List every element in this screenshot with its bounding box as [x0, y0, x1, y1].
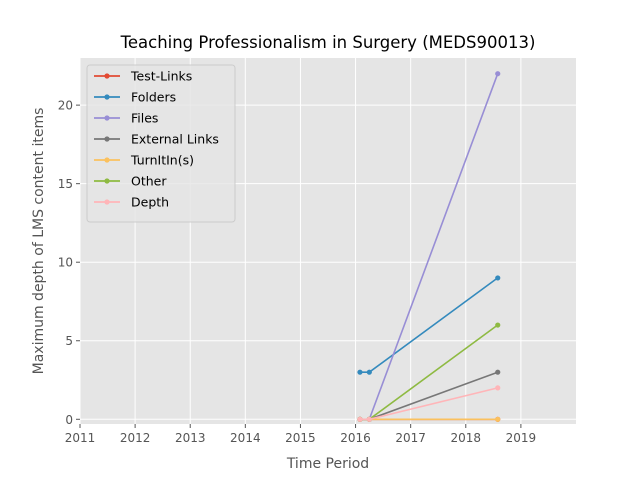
x-tick-label: 2017	[395, 431, 426, 445]
legend-label: Files	[131, 111, 158, 126]
legend-marker	[104, 136, 110, 142]
legend-item-external-links: External Links	[94, 132, 219, 147]
legend-item-depth: Depth	[94, 195, 169, 210]
data-point-folders	[357, 369, 363, 375]
legend-item-turnitin-s: TurnItIn(s)	[94, 153, 194, 168]
axis-ticks: 2011 2012 2013 2014 2015 2016 2017 2018 20190510…	[58, 99, 536, 445]
series-folders	[357, 275, 501, 375]
x-tick-label: 2016	[340, 431, 371, 445]
legend-marker	[104, 94, 110, 100]
data-point-folders	[495, 275, 501, 281]
data-point-files	[495, 71, 501, 77]
x-tick-label: 2015	[285, 431, 316, 445]
y-tick-label: 20	[58, 99, 73, 113]
y-tick-label: 15	[58, 177, 73, 191]
data-point-external-links	[495, 369, 501, 375]
legend-marker	[104, 73, 110, 79]
series-group	[357, 71, 501, 422]
x-tick-label: 2011	[65, 431, 96, 445]
legend-box	[86, 64, 236, 223]
x-tick-label: 2013	[175, 431, 206, 445]
x-tick-label: 2014	[230, 431, 261, 445]
legend-label: External Links	[131, 132, 219, 147]
legend-marker	[104, 178, 110, 184]
legend-label: Depth	[131, 195, 169, 210]
legend-marker	[104, 115, 110, 121]
y-tick-label: 10	[58, 256, 73, 270]
legend-marker	[104, 199, 110, 205]
legend-label: TurnItIn(s)	[130, 153, 194, 168]
x-tick-label: 2012	[120, 431, 151, 445]
data-point-turnitin-s	[495, 416, 501, 422]
series-depth	[357, 385, 501, 422]
legend-label: Other	[131, 174, 167, 189]
legend-item-files: Files	[94, 111, 158, 126]
x-tick-label: 2019	[506, 431, 537, 445]
data-point-depth	[357, 416, 363, 422]
legend-label: Folders	[131, 90, 176, 105]
y-tick-label: 5	[65, 334, 73, 348]
data-point-folders	[366, 369, 372, 375]
legend-item-test-links: Test-Links	[94, 69, 192, 84]
legend-label: Test-Links	[130, 69, 192, 84]
data-point-depth	[495, 385, 501, 391]
legend-marker	[104, 157, 110, 163]
y-axis-label: Maximum depth of LMS content items	[31, 108, 47, 375]
legend: Test-Links Folders Files External Links Turn…	[86, 64, 236, 223]
legend-item-folders: Folders	[94, 90, 176, 105]
y-tick-label: 0	[65, 413, 73, 427]
legend-item-other: Other	[94, 174, 167, 189]
data-point-depth	[366, 416, 372, 422]
x-tick-label: 2018	[451, 431, 482, 445]
data-point-other	[495, 322, 501, 328]
x-axis-label: Time Period	[286, 456, 369, 472]
chart-title: Teaching Professionalism in Surgery (MED…	[120, 33, 536, 52]
